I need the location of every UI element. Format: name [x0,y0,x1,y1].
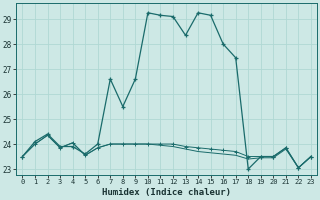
X-axis label: Humidex (Indice chaleur): Humidex (Indice chaleur) [102,188,231,197]
